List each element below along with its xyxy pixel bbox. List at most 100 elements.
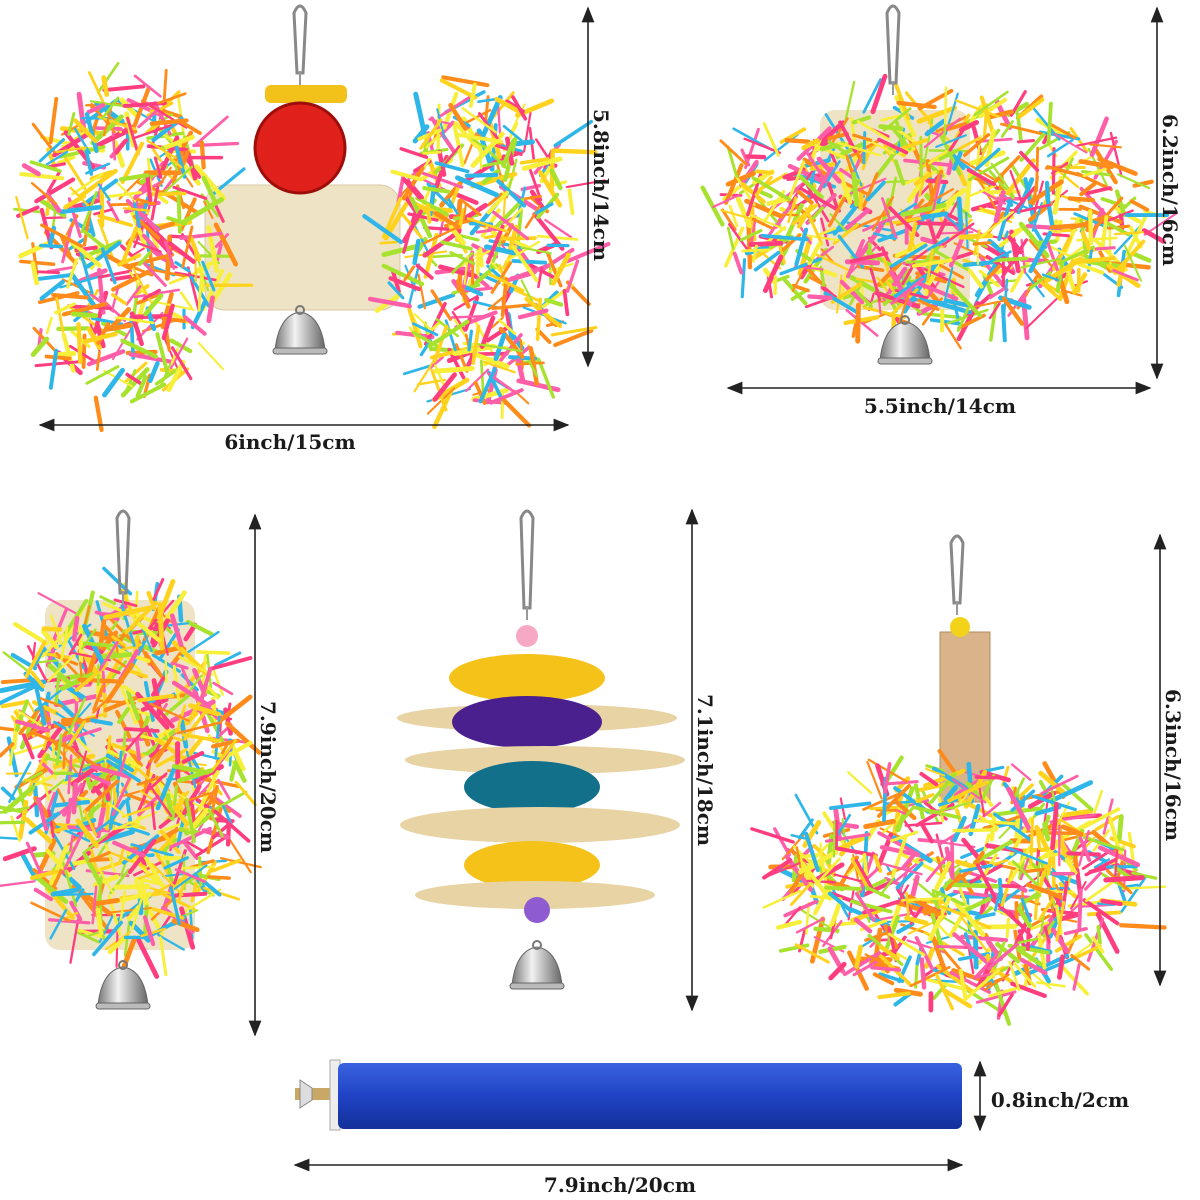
paper-shred bbox=[952, 932, 991, 966]
paper-shred bbox=[229, 743, 246, 772]
paper-shred bbox=[832, 819, 836, 858]
paper-shred bbox=[143, 651, 166, 681]
paper-shred bbox=[834, 846, 878, 858]
paper-shred bbox=[1096, 924, 1102, 945]
paper-shred bbox=[877, 831, 921, 857]
paper-shred bbox=[815, 120, 846, 148]
paper-shred bbox=[1065, 266, 1077, 293]
paper-shred bbox=[51, 292, 89, 300]
paper-shred bbox=[115, 750, 123, 793]
paper-shred bbox=[1016, 947, 1043, 967]
paper-shred bbox=[988, 287, 1006, 300]
paper-shred bbox=[132, 618, 162, 643]
paper-shred bbox=[959, 863, 994, 873]
paper-shred bbox=[33, 887, 54, 902]
paper-shred bbox=[464, 172, 499, 178]
paper-shred bbox=[101, 96, 120, 120]
paper-shred bbox=[823, 885, 862, 891]
paper-shred bbox=[484, 244, 517, 256]
paper-shred bbox=[788, 160, 806, 199]
paper-shred bbox=[15, 708, 42, 727]
paper-shred bbox=[18, 707, 42, 736]
paper-shred bbox=[133, 288, 181, 299]
paper-shred bbox=[169, 886, 181, 926]
paper-shred bbox=[170, 661, 189, 670]
paper-shred bbox=[86, 349, 126, 367]
paper-shred bbox=[148, 783, 173, 818]
paper-shred bbox=[1058, 881, 1078, 899]
paper-shred bbox=[538, 170, 563, 208]
paper-shred bbox=[475, 245, 481, 282]
paper-shred bbox=[92, 699, 107, 714]
paper-shred bbox=[98, 618, 107, 648]
paper-shred bbox=[59, 204, 102, 215]
paper-shred bbox=[433, 324, 449, 363]
paper-shred bbox=[177, 792, 211, 814]
paper-shred bbox=[511, 95, 528, 121]
paper-shred bbox=[1016, 177, 1035, 215]
paper-shred bbox=[979, 210, 1015, 239]
straw-ring bbox=[400, 807, 680, 843]
paper-shred bbox=[1002, 887, 1022, 904]
paper-shred bbox=[214, 651, 242, 667]
paper-shred bbox=[880, 862, 923, 876]
paper-shred bbox=[15, 195, 29, 240]
paper-shred bbox=[186, 841, 206, 853]
wooden-cap bbox=[265, 85, 347, 103]
paper-shred bbox=[926, 236, 950, 252]
paper-shred bbox=[451, 251, 474, 274]
paper-shred bbox=[194, 115, 229, 147]
paper-shred bbox=[1100, 215, 1109, 251]
paper-shred bbox=[148, 772, 168, 790]
paper-shred bbox=[562, 289, 570, 317]
paper-shred bbox=[157, 933, 185, 951]
paper-shred bbox=[905, 891, 910, 921]
paper-shred bbox=[82, 331, 118, 344]
paper-shred bbox=[135, 374, 148, 398]
paper-shred bbox=[179, 231, 223, 241]
paper-shred bbox=[1005, 158, 1036, 196]
paper-shred bbox=[1015, 112, 1023, 142]
paper-shred bbox=[63, 831, 84, 871]
width-label-2: 5.5inch/14cm bbox=[864, 394, 1016, 418]
paper-shred bbox=[876, 276, 889, 292]
paper-shred bbox=[0, 880, 36, 887]
paper-shred bbox=[1026, 926, 1031, 951]
paper-shred bbox=[120, 338, 159, 359]
paper-shred bbox=[920, 211, 949, 220]
paper-shred bbox=[56, 351, 77, 357]
paper-shred bbox=[925, 767, 946, 777]
paper-shred bbox=[110, 906, 152, 914]
paper-shred bbox=[210, 272, 233, 304]
paper-shred bbox=[956, 196, 964, 233]
paper-shred bbox=[159, 829, 181, 855]
paper-shred bbox=[883, 762, 892, 794]
paper-shred bbox=[550, 252, 571, 286]
paper-shred bbox=[1080, 230, 1092, 251]
loofah-disc-purple bbox=[452, 696, 602, 748]
paper-shred bbox=[855, 302, 861, 344]
paper-shred bbox=[750, 827, 795, 844]
paper-shred bbox=[84, 149, 94, 176]
paper-shred bbox=[727, 223, 750, 253]
paper-shred bbox=[449, 251, 476, 266]
paper-shred bbox=[890, 243, 928, 268]
paper-shred bbox=[1043, 925, 1051, 944]
paper-shred bbox=[149, 104, 188, 129]
paper-shred bbox=[233, 760, 247, 783]
paper-shred bbox=[38, 138, 65, 163]
paper-shred bbox=[529, 189, 545, 210]
paper-shred bbox=[13, 622, 49, 646]
paper-shred bbox=[862, 172, 879, 208]
paper-shred bbox=[828, 117, 849, 149]
paper-shred bbox=[927, 187, 967, 219]
paper-shred bbox=[804, 831, 820, 873]
paper-shred bbox=[1113, 231, 1144, 236]
paper-shred bbox=[422, 150, 442, 155]
paper-shred bbox=[1084, 933, 1114, 971]
paper-shred bbox=[440, 240, 473, 251]
paper-shred bbox=[80, 191, 98, 234]
paper-shred bbox=[728, 204, 739, 228]
paper-shred bbox=[766, 862, 801, 878]
paper-shred bbox=[974, 147, 1001, 171]
